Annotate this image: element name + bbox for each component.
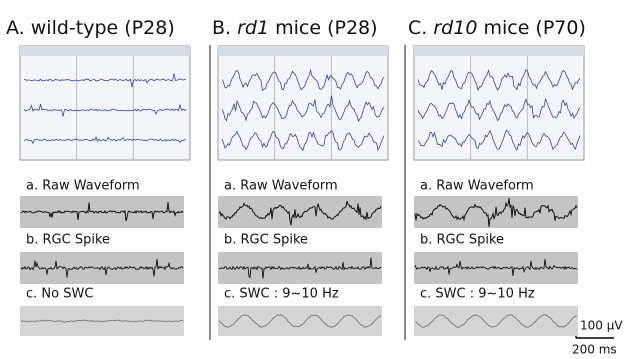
- panel-title: A. wild-type (P28): [6, 17, 175, 39]
- trace-label: b. RGC Spike: [420, 233, 504, 248]
- figure: A. wild-type (P28) B. rd1 mice (P28) C. …: [0, 0, 634, 359]
- trace-label: a. Raw Waveform: [224, 179, 338, 194]
- trace-label: a. Raw Waveform: [26, 179, 140, 194]
- window-bar: [20, 46, 190, 56]
- window-bar: [414, 46, 584, 56]
- recording-window: [414, 46, 584, 160]
- panel-title: B. rd1 mice (P28): [212, 17, 378, 39]
- panel-title: C. rd10 mice (P70): [408, 17, 586, 39]
- trace-label: a. Raw Waveform: [420, 179, 534, 194]
- trace-label: c. SWC : 9~10 Hz: [224, 287, 339, 302]
- trace-label: b. RGC Spike: [26, 233, 110, 248]
- trace-label: c. SWC : 9~10 Hz: [420, 287, 535, 302]
- trace-label: c. No SWC: [26, 287, 93, 302]
- window-bar: [218, 46, 388, 56]
- trace-label: b. RGC Spike: [224, 233, 308, 248]
- recording-window: [20, 46, 190, 160]
- scale-amplitude: 100 µV: [580, 319, 623, 333]
- scale-time: 200 ms: [572, 343, 617, 357]
